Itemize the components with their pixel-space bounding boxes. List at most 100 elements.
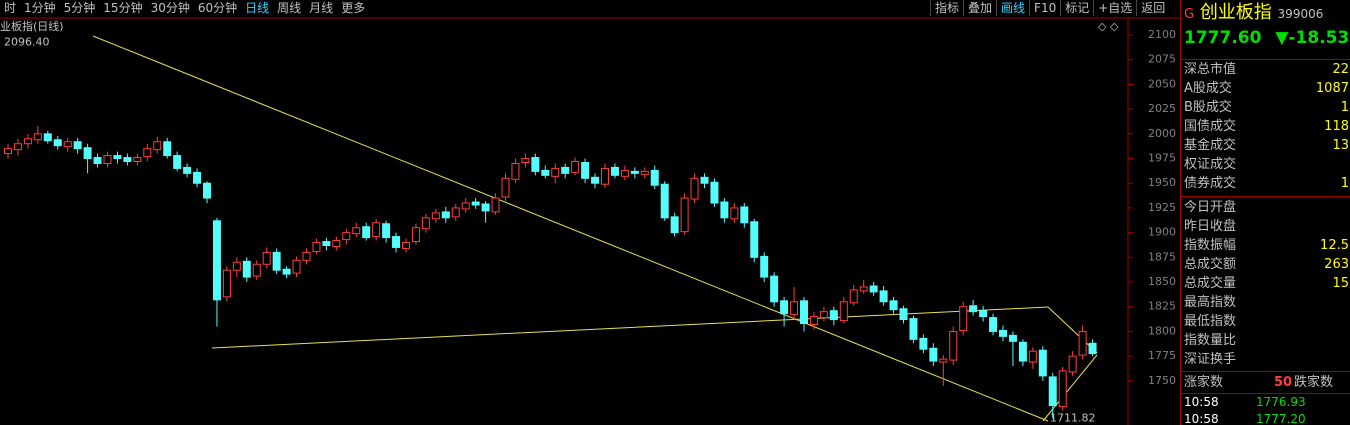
candle-body	[63, 141, 72, 148]
candle-body	[411, 227, 420, 243]
candle-body	[879, 290, 888, 303]
candle-body	[372, 222, 381, 238]
icon[interactable]: ◇ ◇	[1098, 20, 1119, 33]
y-tick-label: 1875	[1148, 250, 1176, 263]
chart: 业板指(日线) ◇ ◇ 2100 2075 2050 2025 2000 1975 1950…	[0, 17, 1180, 425]
period-tab[interactable]: 月线	[309, 1, 334, 15]
tool-button[interactable]: 指标	[930, 0, 963, 16]
candle-body	[392, 236, 401, 248]
tool-button[interactable]: +自选	[1093, 0, 1136, 16]
tick-time: 10:58	[1184, 412, 1219, 425]
candle-body	[173, 155, 182, 169]
period-tab[interactable]: 30分钟	[150, 1, 190, 15]
candle-body	[690, 177, 699, 200]
candle-body	[103, 155, 112, 164]
info-row: 基金成交 13	[1184, 136, 1349, 155]
candle-body	[979, 310, 988, 318]
candle-body	[43, 133, 52, 142]
row-label: B股成交	[1184, 100, 1232, 115]
period-tab[interactable]: 时	[4, 1, 17, 15]
info-row: B股成交 1	[1184, 98, 1349, 117]
period-tab[interactable]: 周线	[277, 1, 302, 15]
tool-button[interactable]: 画线	[996, 0, 1029, 16]
period-tab[interactable]: 日线	[245, 1, 270, 15]
quote-panel: G 创业板指 399006 1777.60 ▼-18.53- 深总市值 22 A股成…	[1180, 0, 1350, 425]
row-value: 15	[1332, 276, 1349, 291]
info-row: 国债成交 118	[1184, 117, 1349, 136]
tool-button[interactable]: 返回	[1136, 0, 1169, 16]
candle-body	[800, 300, 808, 325]
info-row: 权证成交	[1184, 155, 1349, 174]
period-tab[interactable]: 5分钟	[63, 1, 96, 15]
up-count: 50	[1274, 375, 1293, 390]
row-label: 最低指数	[1184, 314, 1237, 329]
candle-body	[670, 216, 679, 234]
candle-body	[1048, 376, 1057, 407]
y-tick-label: 1775	[1148, 349, 1176, 362]
candle-body	[451, 207, 460, 218]
candle-body	[959, 306, 968, 331]
candle-body	[999, 329, 1007, 337]
candle-body	[352, 227, 361, 235]
y-tick-label: 1825	[1148, 300, 1176, 313]
candle-body	[53, 139, 62, 147]
candle-body	[203, 182, 211, 199]
candle-body	[421, 217, 430, 230]
candle-body	[819, 311, 828, 319]
tool-button[interactable]: 标记	[1060, 0, 1093, 16]
candle-body	[740, 206, 749, 224]
period-tab[interactable]: 1分钟	[24, 1, 56, 15]
candle-body	[929, 347, 938, 362]
toolbar: 时 1分钟 5分钟 15分钟 30分钟 60分钟 日线 周线 月线 更多	[0, 0, 1180, 18]
candle-body	[1078, 330, 1087, 356]
high-label: 2096.40	[4, 36, 50, 49]
candle-body	[889, 300, 898, 311]
row-label: 权证成交	[1184, 157, 1237, 172]
row-label: 指数振幅	[1184, 238, 1237, 253]
tool-button[interactable]: F10	[1029, 0, 1060, 16]
y-tick-label: 1925	[1148, 201, 1176, 214]
candle-body	[232, 261, 241, 271]
tool-button[interactable]: 叠加	[963, 0, 996, 16]
candle-body	[163, 141, 172, 157]
chart-title: 业板指(日线)	[0, 19, 64, 33]
row-value: 1	[1340, 176, 1349, 191]
info-row: 深证换手	[1184, 350, 1349, 369]
candle-body	[1088, 342, 1097, 355]
candle-body	[720, 201, 729, 219]
candle-body	[382, 223, 391, 239]
candle-body	[441, 211, 450, 219]
candle-body	[899, 308, 908, 321]
candle-body	[809, 316, 818, 326]
candle-body	[680, 197, 689, 233]
period-tab[interactable]: 15分钟	[103, 1, 143, 15]
info-row: 今日开盘	[1184, 198, 1349, 217]
candle-body	[610, 166, 619, 176]
down-label: 跌家数	[1294, 375, 1334, 390]
candle-body	[541, 169, 550, 176]
candle-body	[710, 181, 719, 204]
candle-body	[869, 285, 878, 293]
trend-line	[92, 35, 1049, 422]
candle-body	[402, 242, 410, 249]
candle-body	[362, 226, 371, 239]
info-row: A股成交 1087	[1184, 79, 1349, 98]
candle-body	[780, 300, 789, 315]
period-tab[interactable]: 更多	[341, 1, 366, 15]
candle-body	[193, 171, 202, 184]
candle-body	[471, 201, 480, 206]
period-tab[interactable]: 60分钟	[197, 1, 238, 15]
candle-body	[4, 148, 12, 155]
info-row: 指数振幅 12.5	[1184, 236, 1349, 255]
row-label: 今日开盘	[1184, 200, 1237, 215]
candle-body	[332, 240, 341, 247]
row-label: 国债成交	[1184, 119, 1237, 134]
candle-body	[750, 221, 759, 258]
candle-body	[551, 167, 560, 177]
drawn-lines	[92, 35, 1098, 422]
candle-body	[93, 157, 102, 164]
candle-body	[829, 310, 838, 321]
tick-price: 1776.93	[1256, 395, 1306, 409]
candle-body	[491, 197, 500, 213]
